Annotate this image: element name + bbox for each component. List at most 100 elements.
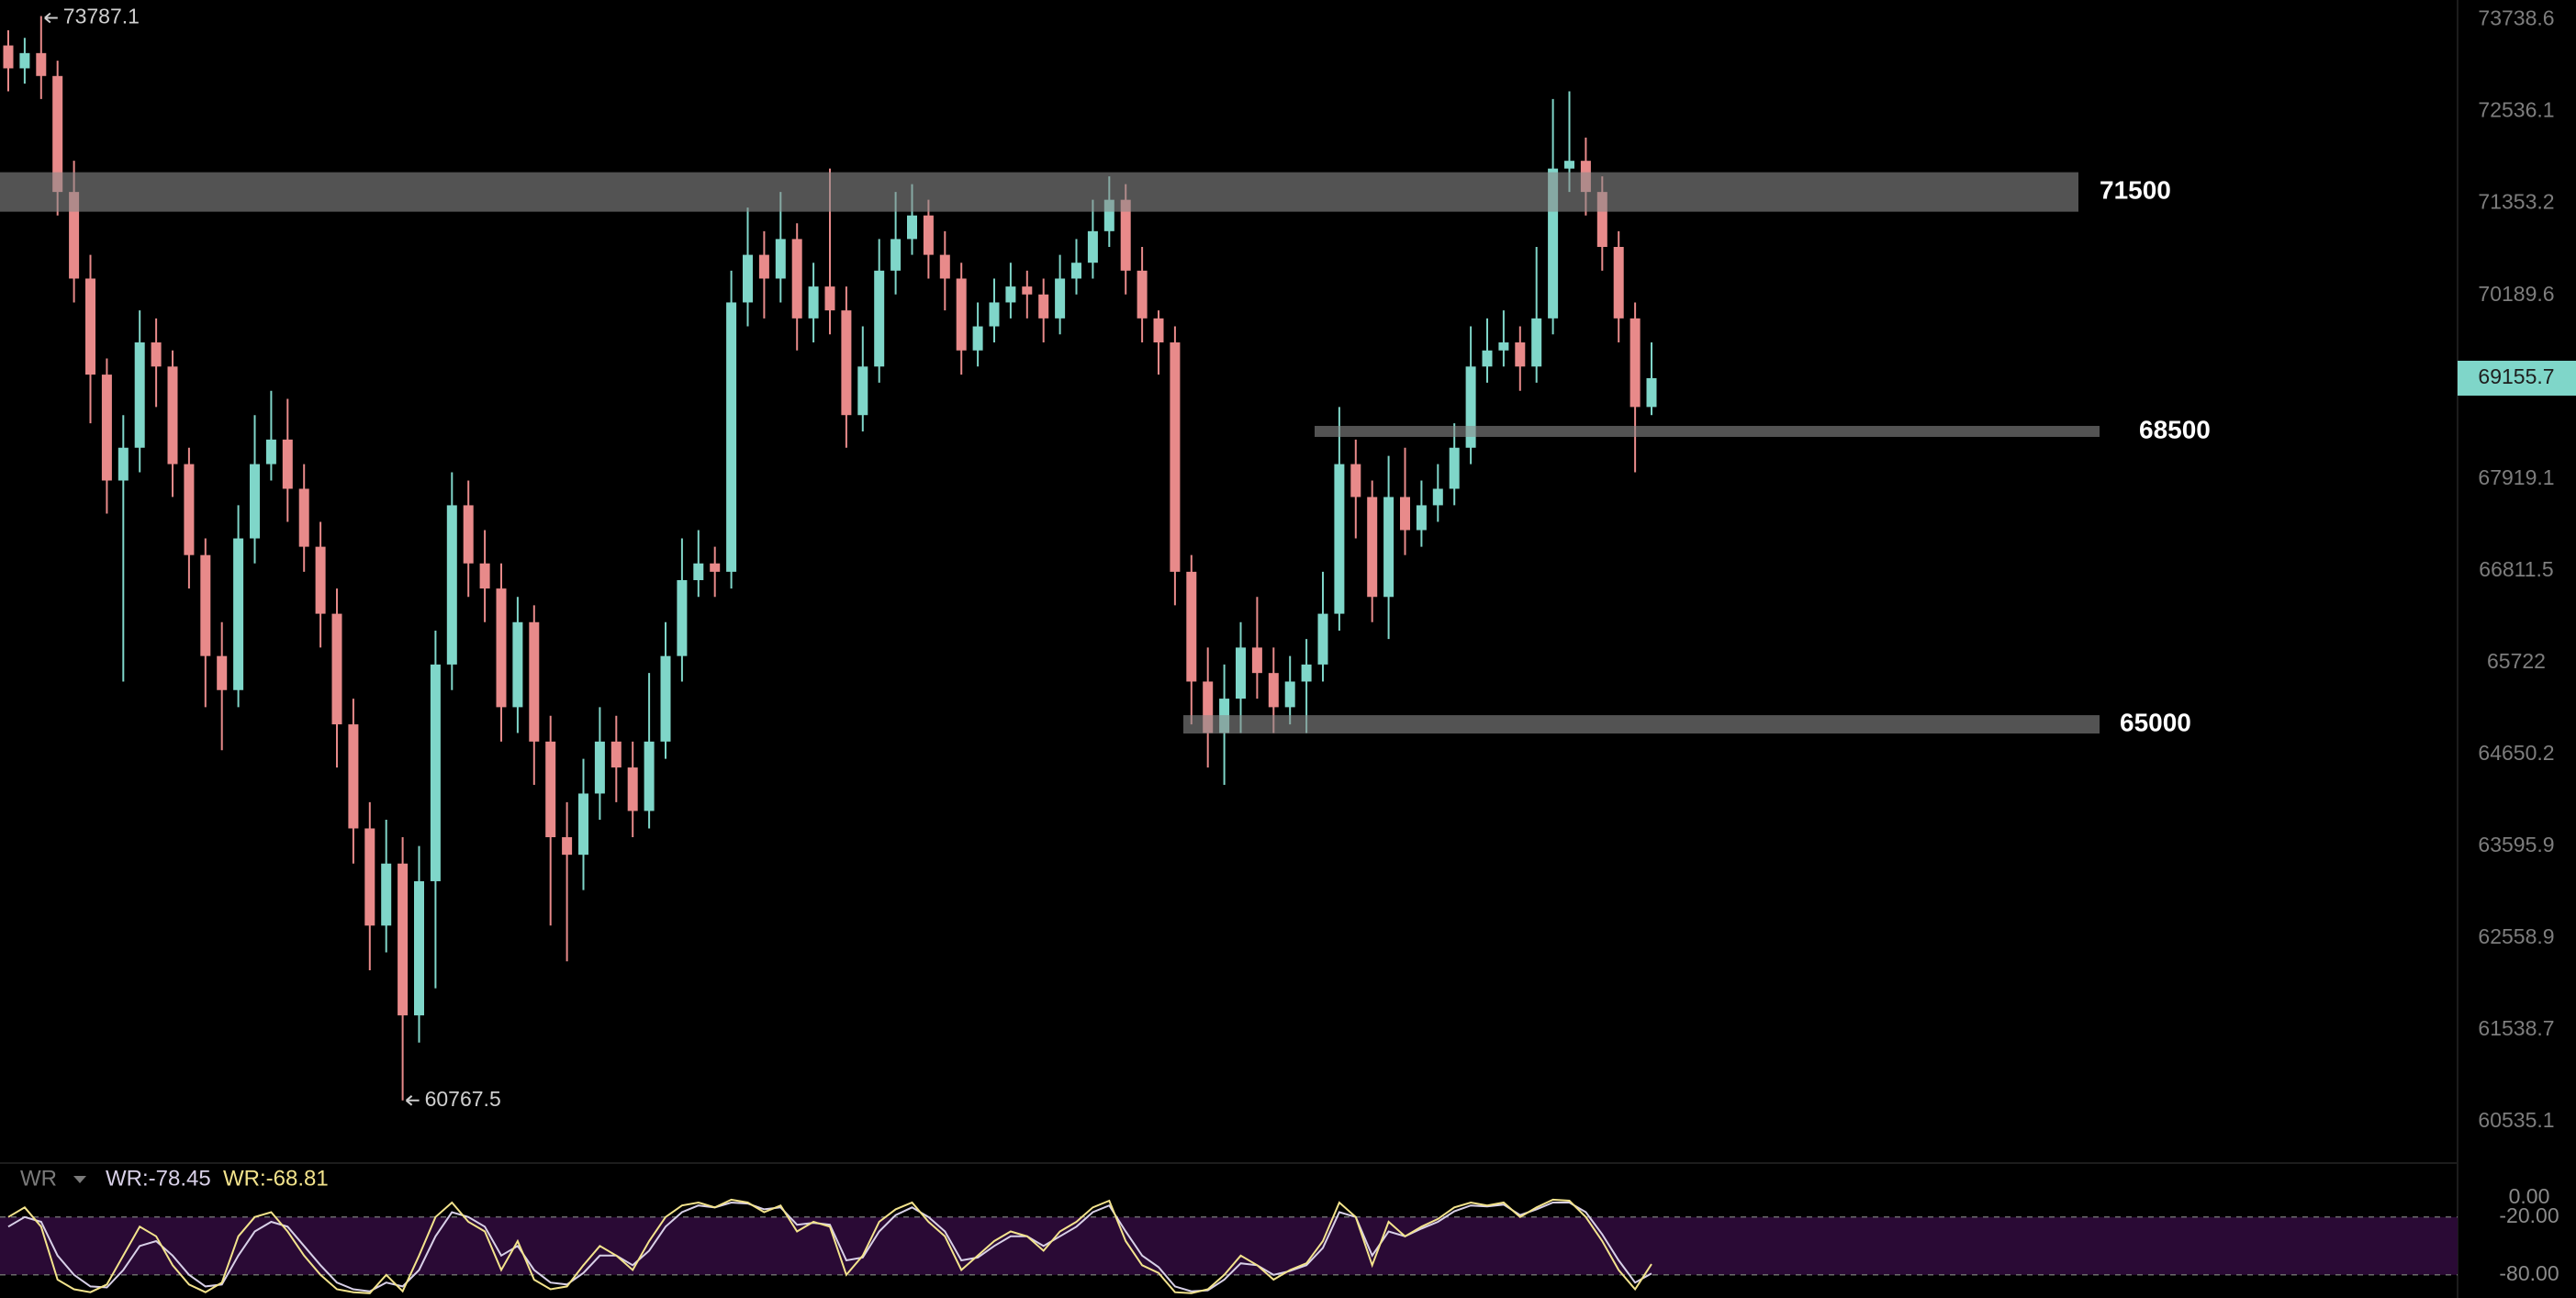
candle-body <box>512 621 523 708</box>
wr-tick-label: 0.00 <box>2509 1184 2550 1208</box>
candle-body <box>956 278 967 351</box>
candle-body <box>19 52 30 69</box>
candle-body <box>282 439 293 489</box>
candle-body <box>101 375 112 481</box>
candle-body <box>200 554 211 656</box>
candle-body <box>496 588 507 708</box>
candle-body <box>1251 647 1262 674</box>
candle-body <box>1153 318 1164 343</box>
dropdown-icon[interactable] <box>73 1176 86 1183</box>
candle-body <box>710 563 721 572</box>
level-band <box>0 172 2078 212</box>
y-tick-label: 62558.9 <box>2478 924 2554 948</box>
candle-body <box>562 837 573 856</box>
candle-body <box>1005 286 1016 303</box>
level-band <box>1315 425 2100 437</box>
candle-body <box>381 863 392 926</box>
candle-body <box>1038 294 1049 319</box>
candle-body <box>1236 647 1246 699</box>
high-label: 73787.1 <box>63 5 140 28</box>
candle-body <box>3 45 14 69</box>
candle-body <box>446 505 457 665</box>
candle-body <box>398 863 409 1016</box>
candle-body <box>890 239 902 271</box>
candle-body <box>414 880 424 1016</box>
candle-body <box>479 563 490 589</box>
candle-body <box>1613 246 1624 319</box>
candle-body <box>463 505 474 564</box>
candle-body <box>298 488 309 547</box>
candle-body <box>660 655 671 742</box>
level-label: 71500 <box>2100 176 2171 205</box>
candle-body <box>677 579 688 656</box>
y-tick-label: 60535.1 <box>2478 1108 2554 1132</box>
candle-body <box>1449 447 1460 489</box>
candle-body <box>1186 571 1197 682</box>
last-price-label: 69155.7 <box>2478 364 2554 388</box>
legend-entry: WR:-68.81 <box>223 1166 329 1191</box>
candle-body <box>85 278 95 375</box>
candle-body <box>1022 286 1033 295</box>
candle-body <box>1268 673 1279 708</box>
y-tick-label: 65722 <box>2487 649 2546 673</box>
y-tick-label: 64650.2 <box>2478 741 2554 765</box>
candle-body <box>644 741 655 811</box>
wr-tick-label: -20.00 <box>2499 1203 2559 1227</box>
candle-body <box>1482 350 1493 367</box>
candle-body <box>1416 505 1427 531</box>
candle-body <box>69 192 80 279</box>
candle-body <box>1432 488 1443 506</box>
wr-tick-label: -80.00 <box>2499 1261 2559 1285</box>
candle-body <box>1548 168 1559 319</box>
candle-body <box>1367 497 1378 598</box>
candle-body <box>1515 342 1526 367</box>
candle-body <box>52 75 63 193</box>
candle-body <box>134 342 145 448</box>
wr-line <box>7 1198 1652 1294</box>
candle-body <box>989 302 1000 327</box>
candle-body <box>1103 199 1114 231</box>
candle-body <box>36 52 47 76</box>
candle-body <box>1465 366 1476 448</box>
candle-body <box>808 286 819 319</box>
candle-body <box>578 793 588 856</box>
y-tick-label: 71353.2 <box>2478 190 2554 214</box>
annotation-arrow <box>44 12 58 24</box>
candle-body <box>331 613 342 725</box>
candle-body <box>758 254 769 279</box>
candle-body <box>693 563 704 580</box>
candle-body <box>1596 192 1607 247</box>
candle-body <box>167 366 178 464</box>
candle-body <box>1383 497 1394 598</box>
level-label: 65000 <box>2120 708 2191 736</box>
candle-body <box>907 215 917 240</box>
candle-body <box>627 767 638 811</box>
candle-body <box>1400 497 1410 531</box>
candle-body <box>1120 199 1131 271</box>
level-label: 68500 <box>2139 415 2211 443</box>
annotation-arrow <box>405 1095 420 1106</box>
candle-body <box>217 655 228 690</box>
candle-body <box>874 270 885 367</box>
wr-band <box>0 1216 2458 1275</box>
y-tick-label: 73738.6 <box>2478 6 2554 30</box>
y-tick-label: 61538.7 <box>2478 1016 2554 1040</box>
candle-body <box>250 464 260 539</box>
candle-body <box>923 215 934 255</box>
y-tick-label: 66811.5 <box>2479 557 2553 581</box>
indicator-title[interactable]: WR <box>20 1166 57 1191</box>
candle-body <box>743 254 753 303</box>
candle-body <box>1334 464 1345 614</box>
candle-body <box>610 741 622 768</box>
candle-body <box>939 254 950 279</box>
candle-body <box>1498 342 1509 351</box>
candle-body <box>1087 230 1098 263</box>
y-tick-label: 72536.1 <box>2478 98 2554 122</box>
last-price-tag <box>2458 360 2576 396</box>
candle-body <box>1170 342 1181 572</box>
level-band <box>1183 715 2100 734</box>
candle-body <box>1531 318 1542 367</box>
candle-body <box>841 310 852 416</box>
